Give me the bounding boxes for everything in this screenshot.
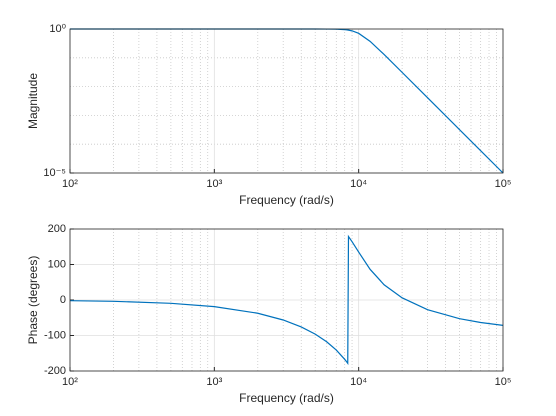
x-tick-label: 10⁵ — [495, 178, 512, 190]
y-tick-label: -200 — [44, 365, 66, 377]
y-tick-label: 10⁻⁵ — [43, 167, 66, 179]
x-tick-label: 10⁴ — [350, 178, 367, 190]
x-axis-label: Frequency (rad/s) — [239, 391, 334, 405]
plot-area — [70, 29, 503, 173]
axes-frame — [69, 228, 504, 372]
y-tick-label: 0 — [60, 294, 66, 306]
y-tick-label: 100 — [48, 258, 66, 270]
axes-frame — [69, 28, 504, 174]
x-tick-label: 10⁴ — [350, 376, 367, 388]
x-tick-label: 10⁵ — [495, 376, 512, 388]
x-tick-label: 10³ — [206, 376, 222, 388]
y-tick-label: 200 — [48, 223, 66, 235]
y-tick-label: 10⁰ — [49, 23, 66, 35]
x-tick-label: 10³ — [206, 178, 222, 190]
y-axis-label: Phase (degrees) — [26, 256, 40, 345]
x-tick-label: 10² — [62, 376, 78, 388]
data-line — [69, 234, 504, 366]
y-axis-label: Magnitude — [26, 73, 40, 129]
x-tick-label: 10² — [62, 178, 78, 190]
x-axis-label: Frequency (rad/s) — [239, 193, 334, 207]
y-tick-label: -100 — [44, 329, 66, 341]
